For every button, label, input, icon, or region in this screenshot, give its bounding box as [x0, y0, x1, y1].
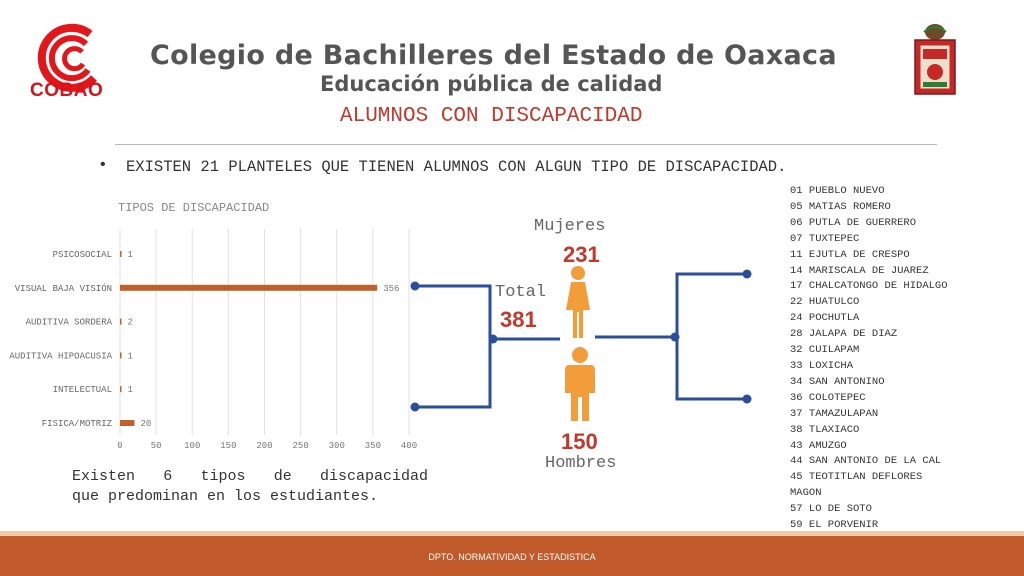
connector-dot [488, 334, 498, 344]
campus-list-item: 24 POCHUTLA [790, 312, 860, 325]
chart-category-label: INTELECTUAL [53, 385, 112, 395]
page-title: Colegio de Bachilleres del Estado de Oax… [150, 40, 837, 71]
chart-bar [120, 318, 122, 325]
chart-value-label: 1 [128, 351, 133, 361]
female-icon [566, 266, 590, 338]
connector-dot [742, 394, 752, 404]
campus-list-item: 11 EJUTLA DE CRESPO [790, 248, 910, 261]
total-label: Total [495, 283, 547, 302]
chart-category-label: PSICOSOCIAL [53, 250, 112, 260]
chart-category-label: AUDITIVA HIPOACUSIA [9, 351, 112, 361]
summary-note: Existen 6 tipos de discapacidad que pred… [72, 467, 428, 507]
left-bracket [415, 284, 492, 409]
chart-x-tick: 300 [329, 441, 345, 451]
chart-bars [120, 251, 378, 426]
oaxaca-coat-of-arms [910, 22, 960, 98]
chart-x-tick: 100 [184, 441, 200, 451]
headline-text: EXISTEN 21 PLANTELES QUE TIENEN ALUMNOS … [126, 158, 787, 176]
connector-dot [410, 281, 420, 291]
footer-accent-strip [0, 531, 1024, 536]
chart-x-ticks: 0 50 100 150 200 250 300 350 400 [117, 441, 417, 451]
women-count: 231 [563, 242, 600, 267]
chart-bar [120, 420, 135, 426]
cobao-logo: COBAO [28, 22, 120, 102]
chart-category-label: AUDITIVA SORDERA [26, 318, 113, 328]
chart-title: TIPOS DE DISCAPACIDAD [118, 201, 269, 215]
chart-category-label: FISICA/MOTRIZ [42, 419, 113, 429]
campus-list-item: 32 CUILAPAM [790, 344, 860, 357]
campus-list: 01 PUEBLO NUEVO 05 MATIAS ROMERO 06 PUTLA … [790, 184, 980, 534]
chart-value-label: 1 [128, 385, 133, 395]
chart-x-tick: 200 [256, 441, 272, 451]
chart-value-label: 1 [128, 250, 133, 260]
men-count: 150 [561, 429, 598, 454]
connector-diagram [410, 269, 752, 412]
campus-list-item: 34 SAN ANTONINO [790, 375, 885, 388]
chart-bar [120, 352, 122, 359]
chart-x-tick: 0 [117, 441, 122, 451]
section-title: ALUMNOS CON DISCAPACIDAD [340, 105, 643, 128]
cobao-logo-text: COBAO [30, 80, 104, 101]
men-label: Hombres [545, 454, 617, 473]
chart-bar [120, 386, 122, 393]
campus-list-item: 28 JALAPA DE DIAZ [790, 328, 898, 341]
male-icon [565, 347, 595, 421]
campus-list-item: 05 MATIAS ROMERO [790, 200, 891, 213]
campus-list-item: 59 EL PORVENIR [790, 519, 879, 532]
campus-list-item: 43 AMUZGO [790, 439, 847, 452]
chart-x-tick: 50 [151, 441, 162, 451]
connector-dot [410, 402, 420, 412]
cobao-logo-icon [37, 23, 97, 92]
right-bracket [675, 272, 747, 401]
campus-list-item: 57 LO DE SOTO [790, 503, 872, 516]
campus-list-item: 06 PUTLA DE GUERRERO [790, 216, 917, 229]
summary-note-line1: Existen 6 tipos de discapacidad [72, 468, 428, 485]
campus-list-item: 01 PUEBLO NUEVO [790, 185, 885, 197]
chart-bar [120, 284, 378, 291]
chart-x-tick: 400 [401, 441, 417, 451]
campus-list-item: 17 CHALCATONGO DE HIDALGO [790, 280, 948, 293]
campus-list-item: 36 COLOTEPEC [790, 391, 866, 404]
chart-x-tick: 250 [293, 441, 309, 451]
bullet-icon: • [100, 156, 106, 173]
chart-value-label: 356 [383, 284, 399, 294]
footer-text: DPTO. NORMATIVIDAD Y ESTADISTICA [428, 552, 596, 562]
connector-dot [742, 269, 752, 279]
campus-list-item: 37 TAMAZULAPAN [790, 407, 879, 420]
campus-list-item: 07 TUXTEPEC [790, 232, 860, 245]
chart-x-tick: 350 [365, 441, 381, 451]
connector-dot [670, 332, 680, 342]
campus-list-item: 38 TLAXIACO [790, 423, 860, 436]
disability-types-chart: TIPOS DE DISCAPACIDAD PSICOSOCIAL VISUAL … [9, 201, 417, 451]
chart-bar [120, 251, 122, 257]
summary-note-line2: que predominan en los estudiantes. [72, 488, 379, 505]
chart-grid [119, 229, 410, 435]
chart-category-labels: PSICOSOCIAL VISUAL BAJA VISIÓN AUDITIVA SO… [9, 250, 112, 429]
header-divider [115, 144, 937, 145]
campus-list-item: MAGON [790, 487, 822, 500]
footer-bar [0, 536, 1024, 576]
campus-list-item: 45 TEOTITLAN DEFLORES [790, 471, 923, 484]
chart-value-label: 2 [128, 318, 133, 328]
chart-value-label: 20 [140, 419, 151, 429]
page-tagline: Educación pública de calidad [320, 72, 663, 96]
campus-list-item: 14 MARISCALA DE JUAREZ [790, 264, 929, 277]
campus-list-item: 44 SAN ANTONIO DE LA CAL [790, 455, 942, 468]
coat-of-arms-icon [914, 24, 956, 95]
chart-x-tick: 150 [220, 441, 236, 451]
campus-list-item: 22 HUATULCO [790, 296, 860, 309]
total-count: 381 [500, 307, 537, 332]
campus-list-item: 33 LOXICHA [790, 359, 854, 372]
chart-category-label: VISUAL BAJA VISIÓN [15, 283, 112, 294]
women-label: Mujeres [534, 217, 606, 236]
